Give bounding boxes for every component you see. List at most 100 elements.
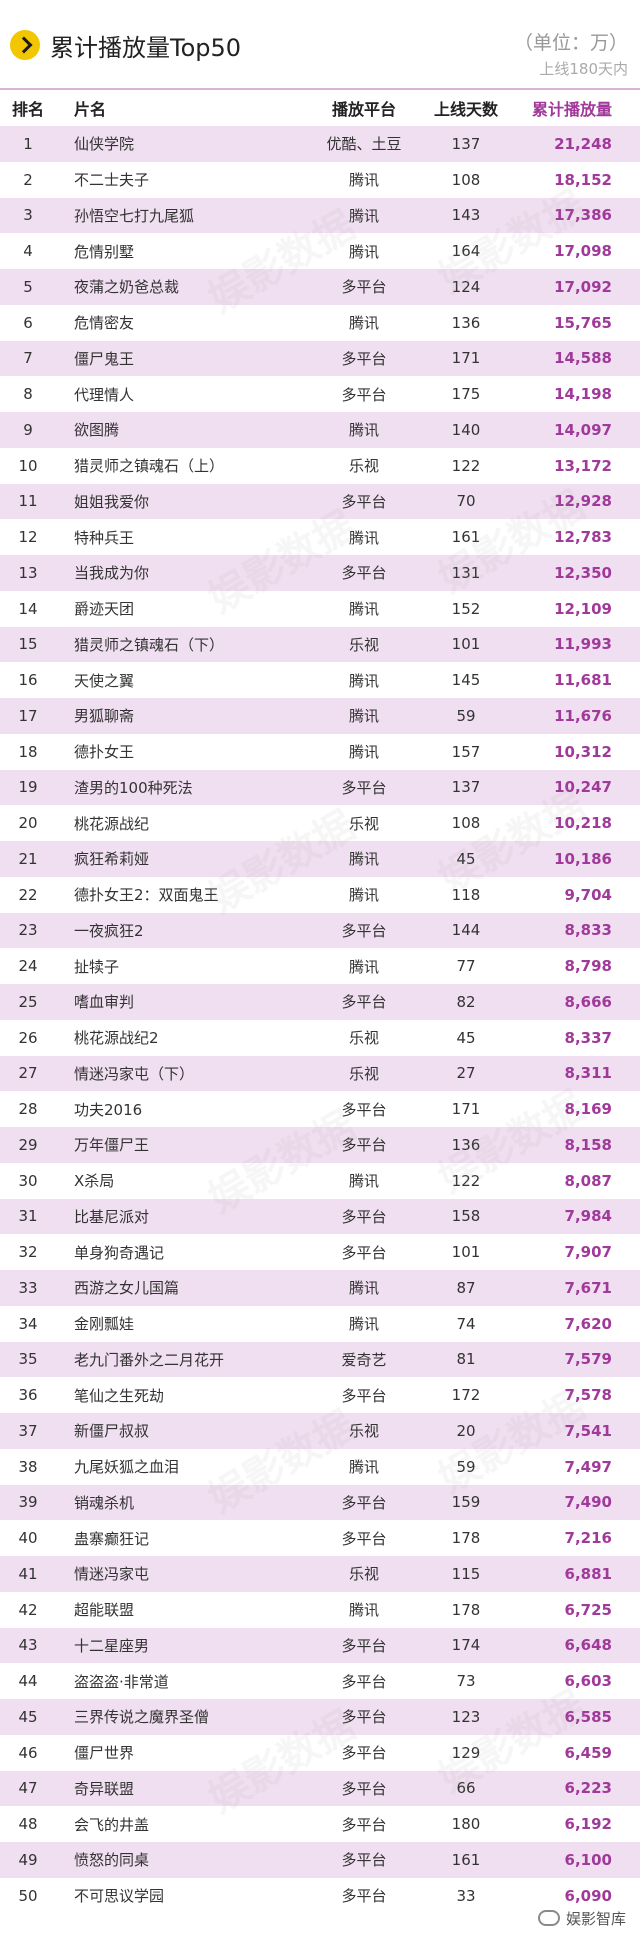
cell-name: 疯狂希莉娅 (74, 850, 150, 869)
table-header: 排名 片名 播放平台 上线天数 累计播放量 (0, 90, 640, 126)
cell-days: 81 (456, 1350, 476, 1369)
cell-platform: 多平台 (341, 1636, 387, 1655)
cell-platform: 优酷、土豆 (326, 135, 402, 154)
col-name: 片名 (74, 100, 107, 119)
table-row: 27 情迷冯家屯（下） 乐视 27 8,311 (0, 1055, 640, 1092)
cell-days: 137 (451, 134, 481, 153)
cell-platform: 爱奇艺 (341, 1350, 387, 1369)
cell-plays: 8,337 (564, 1028, 612, 1047)
cell-rank: 29 (18, 1135, 38, 1154)
cell-days: 171 (451, 349, 481, 368)
cell-name: 德扑女王2：双面鬼王 (74, 886, 219, 905)
table-row: 34 金刚瓢娃 腾讯 74 7,620 (0, 1305, 640, 1342)
cell-platform: 多平台 (341, 1887, 387, 1906)
cell-plays: 12,783 (554, 528, 612, 547)
table-row: 24 扯犊子 腾讯 77 8,798 (0, 948, 640, 984)
cell-days: 33 (456, 1886, 476, 1905)
cell-days: 136 (451, 313, 481, 332)
cell-plays: 8,158 (564, 1135, 612, 1154)
cell-days: 124 (451, 277, 481, 296)
cell-days: 161 (451, 1850, 481, 1869)
cell-platform: 多平台 (341, 1100, 387, 1119)
table-row: 18 德扑女王 腾讯 157 10,312 (0, 733, 640, 770)
cell-plays: 14,198 (554, 385, 612, 404)
table-row: 6 危情密友 腾讯 136 15,765 (0, 304, 640, 341)
cell-rank: 11 (18, 492, 38, 511)
cell-plays: 10,247 (554, 778, 612, 797)
cell-platform: 乐视 (348, 635, 379, 654)
cell-rank: 32 (18, 1243, 38, 1262)
cell-rank: 42 (18, 1600, 38, 1619)
table-row: 10 猎灵师之镇魂石（上） 乐视 122 13,172 (0, 447, 640, 484)
cell-plays: 6,603 (564, 1672, 612, 1691)
cell-platform: 乐视 (348, 1565, 379, 1584)
col-rank: 排名 (11, 100, 44, 119)
cell-name: 会飞的井盖 (74, 1815, 150, 1834)
cell-name: 特种兵王 (74, 528, 135, 547)
table-row: 37 新僵尸叔叔 乐视 20 7,541 (0, 1413, 640, 1449)
table-row: 16 天使之翼 腾讯 145 11,681 (0, 662, 640, 698)
cell-name: 桃花源战纪 (74, 814, 150, 833)
cell-plays: 9,704 (564, 885, 612, 904)
cell-plays: 6,459 (564, 1743, 612, 1762)
table-row: 50 不可思议学园 多平台 33 6,090 (0, 1877, 640, 1914)
cell-days: 164 (451, 242, 481, 261)
cell-days: 171 (451, 1100, 481, 1119)
cell-name: 奇异联盟 (74, 1779, 135, 1798)
cell-name: 情迷冯家屯 (74, 1565, 150, 1584)
cell-rank: 41 (18, 1564, 38, 1583)
cell-platform: 腾讯 (348, 850, 379, 869)
cell-name: 万年僵尸王 (74, 1136, 150, 1155)
cell-name: 比基尼派对 (74, 1207, 150, 1226)
cell-platform: 腾讯 (348, 314, 379, 333)
cell-name: 三界传说之魔界圣僧 (74, 1708, 210, 1727)
cell-days: 77 (456, 957, 476, 976)
cell-rank: 40 (18, 1529, 38, 1548)
cell-plays: 7,907 (564, 1243, 612, 1262)
cell-rank: 33 (18, 1278, 38, 1297)
table-row: 31 比基尼派对 多平台 158 7,984 (0, 1198, 640, 1235)
table-row: 11 姐姐我爱你 多平台 70 12,928 (0, 483, 640, 520)
table-row: 2 不二士夫子 腾讯 108 18,152 (0, 161, 640, 198)
cell-name: 孙悟空七打九尾狐 (74, 206, 195, 225)
cell-rank: 28 (18, 1100, 38, 1119)
cell-rank: 36 (18, 1386, 38, 1405)
table-row: 13 当我成为你 多平台 131 12,350 (0, 555, 640, 591)
table-row: 40 蛊寨癫狂记 多平台 178 7,216 (0, 1520, 640, 1556)
cell-plays: 7,216 (564, 1529, 612, 1548)
cell-days: 144 (451, 921, 481, 940)
cell-platform: 乐视 (348, 1422, 379, 1441)
cell-days: 74 (456, 1314, 476, 1333)
cell-platform: 腾讯 (348, 743, 379, 762)
cell-days: 66 (456, 1779, 476, 1798)
cell-name: 西游之女儿国篇 (74, 1279, 180, 1298)
cell-rank: 22 (18, 885, 38, 904)
table-row: 20 桃花源战纪 乐视 108 10,218 (0, 805, 640, 841)
cell-days: 118 (451, 885, 481, 904)
table-row: 38 九尾妖狐之血泪 腾讯 59 7,497 (0, 1448, 640, 1485)
cell-name: 欲图腾 (74, 421, 120, 440)
cell-plays: 13,172 (554, 456, 612, 475)
cell-rank: 13 (18, 563, 38, 582)
cell-platform: 多平台 (341, 1136, 387, 1155)
cell-plays: 6,585 (564, 1707, 612, 1726)
cell-platform: 腾讯 (348, 242, 379, 261)
table-row: 29 万年僵尸王 多平台 136 8,158 (0, 1127, 640, 1163)
cell-days: 70 (456, 492, 476, 511)
cell-days: 122 (451, 456, 481, 475)
cell-rank: 2 (23, 170, 33, 189)
cell-rank: 43 (18, 1636, 38, 1655)
cell-name: 愤怒的同桌 (74, 1851, 150, 1870)
cell-rank: 49 (18, 1850, 38, 1869)
cell-platform: 乐视 (348, 1064, 379, 1083)
cell-name: 天使之翼 (74, 671, 135, 690)
cell-rank: 34 (18, 1314, 38, 1333)
cell-rank: 47 (18, 1779, 38, 1798)
page-title: 累计播放量Top50 (50, 34, 242, 62)
cell-plays: 12,350 (554, 563, 612, 582)
table-row: 17 男狐聊斋 腾讯 59 11,676 (0, 698, 640, 734)
cell-platform: 腾讯 (348, 600, 379, 619)
cell-rank: 10 (18, 456, 38, 475)
cell-name: 不可思议学园 (74, 1887, 165, 1906)
cell-days: 136 (451, 1135, 481, 1154)
